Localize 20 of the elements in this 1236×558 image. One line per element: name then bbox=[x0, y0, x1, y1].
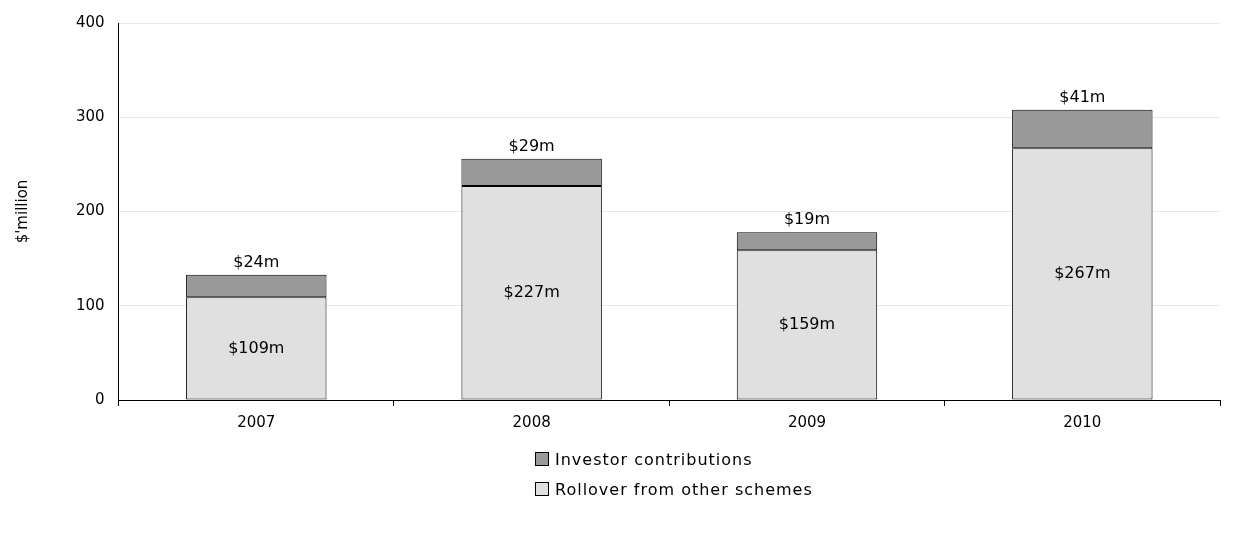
y-tick-label: 100 bbox=[75, 295, 105, 314]
data-label: $267m bbox=[1054, 263, 1111, 283]
data-label: $29m bbox=[508, 135, 555, 155]
data-label: $24m bbox=[233, 251, 280, 271]
y-tick-label: 300 bbox=[75, 107, 105, 126]
x-tick-label: 2009 bbox=[787, 412, 827, 431]
y-axis-title: $'million bbox=[12, 179, 31, 244]
y-tick-label: 0 bbox=[95, 389, 105, 408]
data-label: $159m bbox=[778, 313, 836, 333]
data-label: $41m bbox=[1059, 86, 1106, 106]
legend-label: Rollover from other schemes bbox=[555, 479, 813, 499]
y-tick-label: 200 bbox=[75, 201, 105, 220]
data-label: $19m bbox=[783, 209, 831, 229]
data-label: $227m bbox=[503, 281, 560, 301]
x-tick-label: 2010 bbox=[1063, 412, 1102, 431]
data-label: $109m bbox=[228, 337, 285, 357]
y-tick-label: 400 bbox=[75, 12, 105, 31]
x-tick-label: 2007 bbox=[237, 412, 276, 431]
x-tick-label: 2008 bbox=[512, 412, 551, 431]
legend-label: Investor contributions bbox=[555, 449, 753, 469]
